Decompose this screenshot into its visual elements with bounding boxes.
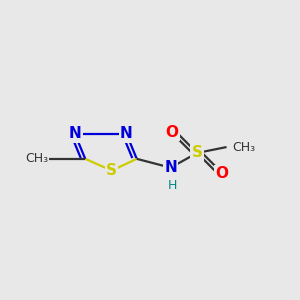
Text: N: N — [120, 126, 133, 141]
Text: N: N — [164, 160, 177, 175]
Text: O: O — [166, 125, 178, 140]
Text: CH₃: CH₃ — [232, 141, 256, 154]
Text: S: S — [192, 146, 203, 160]
Text: H: H — [167, 179, 177, 192]
Text: N: N — [68, 126, 81, 141]
Text: S: S — [106, 163, 117, 178]
Text: O: O — [216, 166, 229, 181]
Text: CH₃: CH₃ — [25, 152, 48, 165]
